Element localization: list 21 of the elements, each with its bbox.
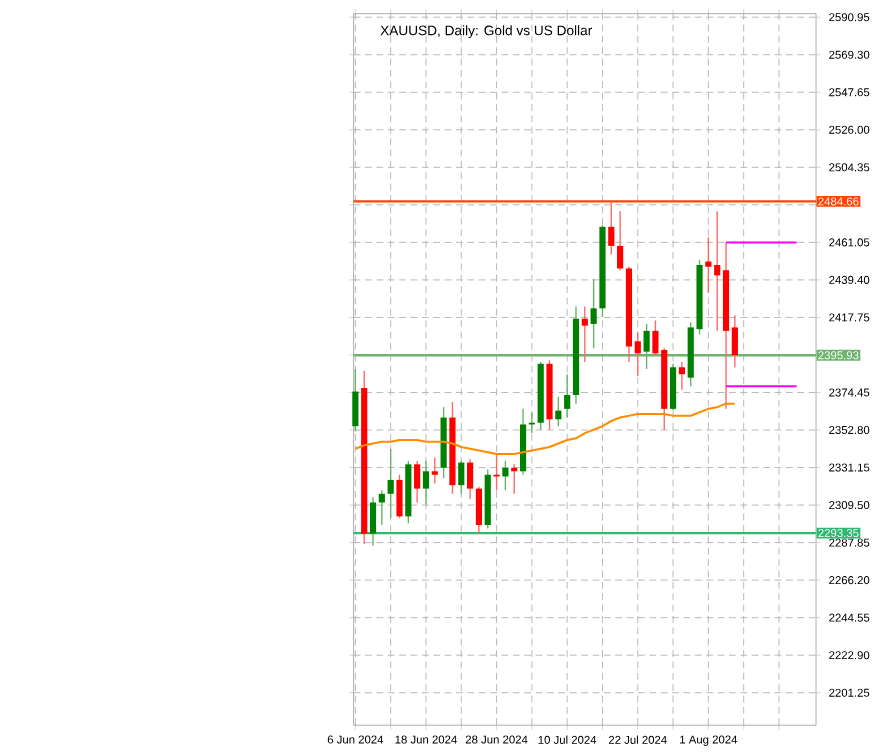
candlestick [467, 458, 474, 500]
candlestick [581, 305, 588, 363]
candlestick [502, 460, 509, 492]
candlestick [396, 474, 403, 519]
candlestick [458, 460, 465, 495]
candlestick [705, 236, 712, 294]
candlestick [555, 396, 562, 427]
candlestick [678, 361, 685, 391]
candlestick [352, 368, 359, 433]
candlestick [617, 210, 624, 271]
candlestick [414, 460, 421, 504]
candlestick [387, 448, 394, 519]
candlestick [564, 373, 571, 419]
candlestick [369, 496, 377, 547]
candlestick [431, 456, 438, 485]
candlestick [519, 408, 527, 476]
candlestick [475, 486, 483, 535]
candlestick [422, 460, 430, 505]
candlestick [669, 363, 677, 412]
candlestick [590, 278, 597, 349]
candlestick [608, 200, 615, 256]
